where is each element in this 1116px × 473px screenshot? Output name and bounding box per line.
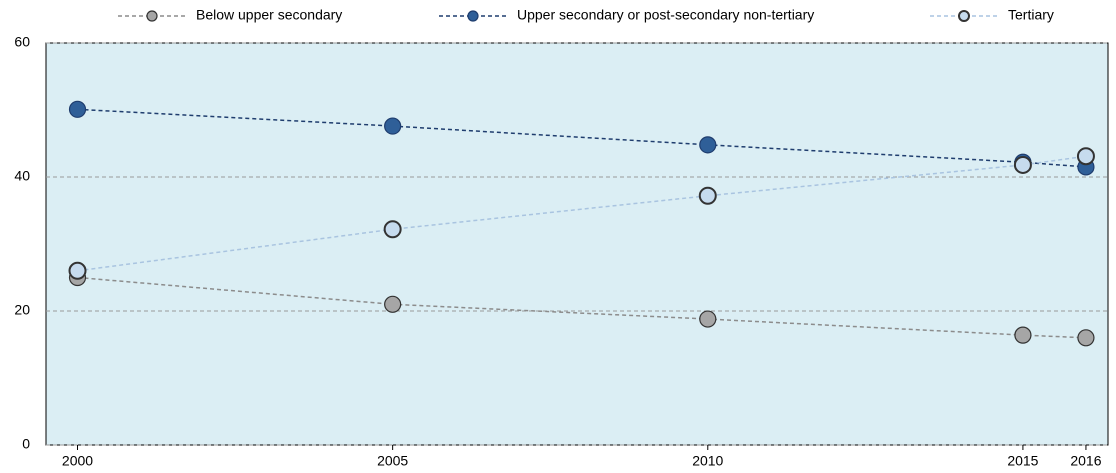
marker bbox=[384, 295, 402, 313]
marker bbox=[384, 117, 402, 135]
grid bbox=[46, 42, 1108, 446]
marker bbox=[699, 136, 717, 154]
x-tick-label: 2005 bbox=[377, 453, 408, 469]
legend-marker bbox=[958, 10, 970, 22]
y-tick-label: 20 bbox=[14, 302, 30, 318]
legend-marker bbox=[467, 10, 479, 22]
series-line bbox=[77, 155, 1087, 272]
x-tick-label: 2016 bbox=[1070, 453, 1101, 469]
marker bbox=[383, 220, 402, 239]
marker bbox=[68, 100, 87, 118]
legend-label: Below upper secondary bbox=[196, 7, 342, 23]
x-tick-label: 2010 bbox=[692, 453, 723, 469]
marker bbox=[1077, 329, 1095, 347]
y-tick-label: 60 bbox=[14, 34, 30, 50]
x-tick-label: 2000 bbox=[62, 453, 93, 469]
legend-marker bbox=[146, 10, 158, 22]
legend: Below upper secondary Upper secondary or … bbox=[118, 7, 1054, 23]
marker bbox=[1013, 155, 1032, 174]
legend-label: Tertiary bbox=[1008, 7, 1054, 23]
x-tick-label: 2015 bbox=[1007, 453, 1038, 469]
marker bbox=[1014, 326, 1032, 344]
plot-area bbox=[45, 42, 1109, 446]
marker bbox=[699, 310, 717, 328]
y-tick-label: 40 bbox=[14, 168, 30, 184]
marker bbox=[698, 186, 717, 205]
marker bbox=[68, 261, 87, 280]
lines bbox=[68, 100, 1095, 347]
legend-label: Upper secondary or post-secondary non-te… bbox=[517, 7, 814, 23]
y-tick-label: 0 bbox=[22, 436, 30, 452]
marker bbox=[1076, 147, 1095, 166]
